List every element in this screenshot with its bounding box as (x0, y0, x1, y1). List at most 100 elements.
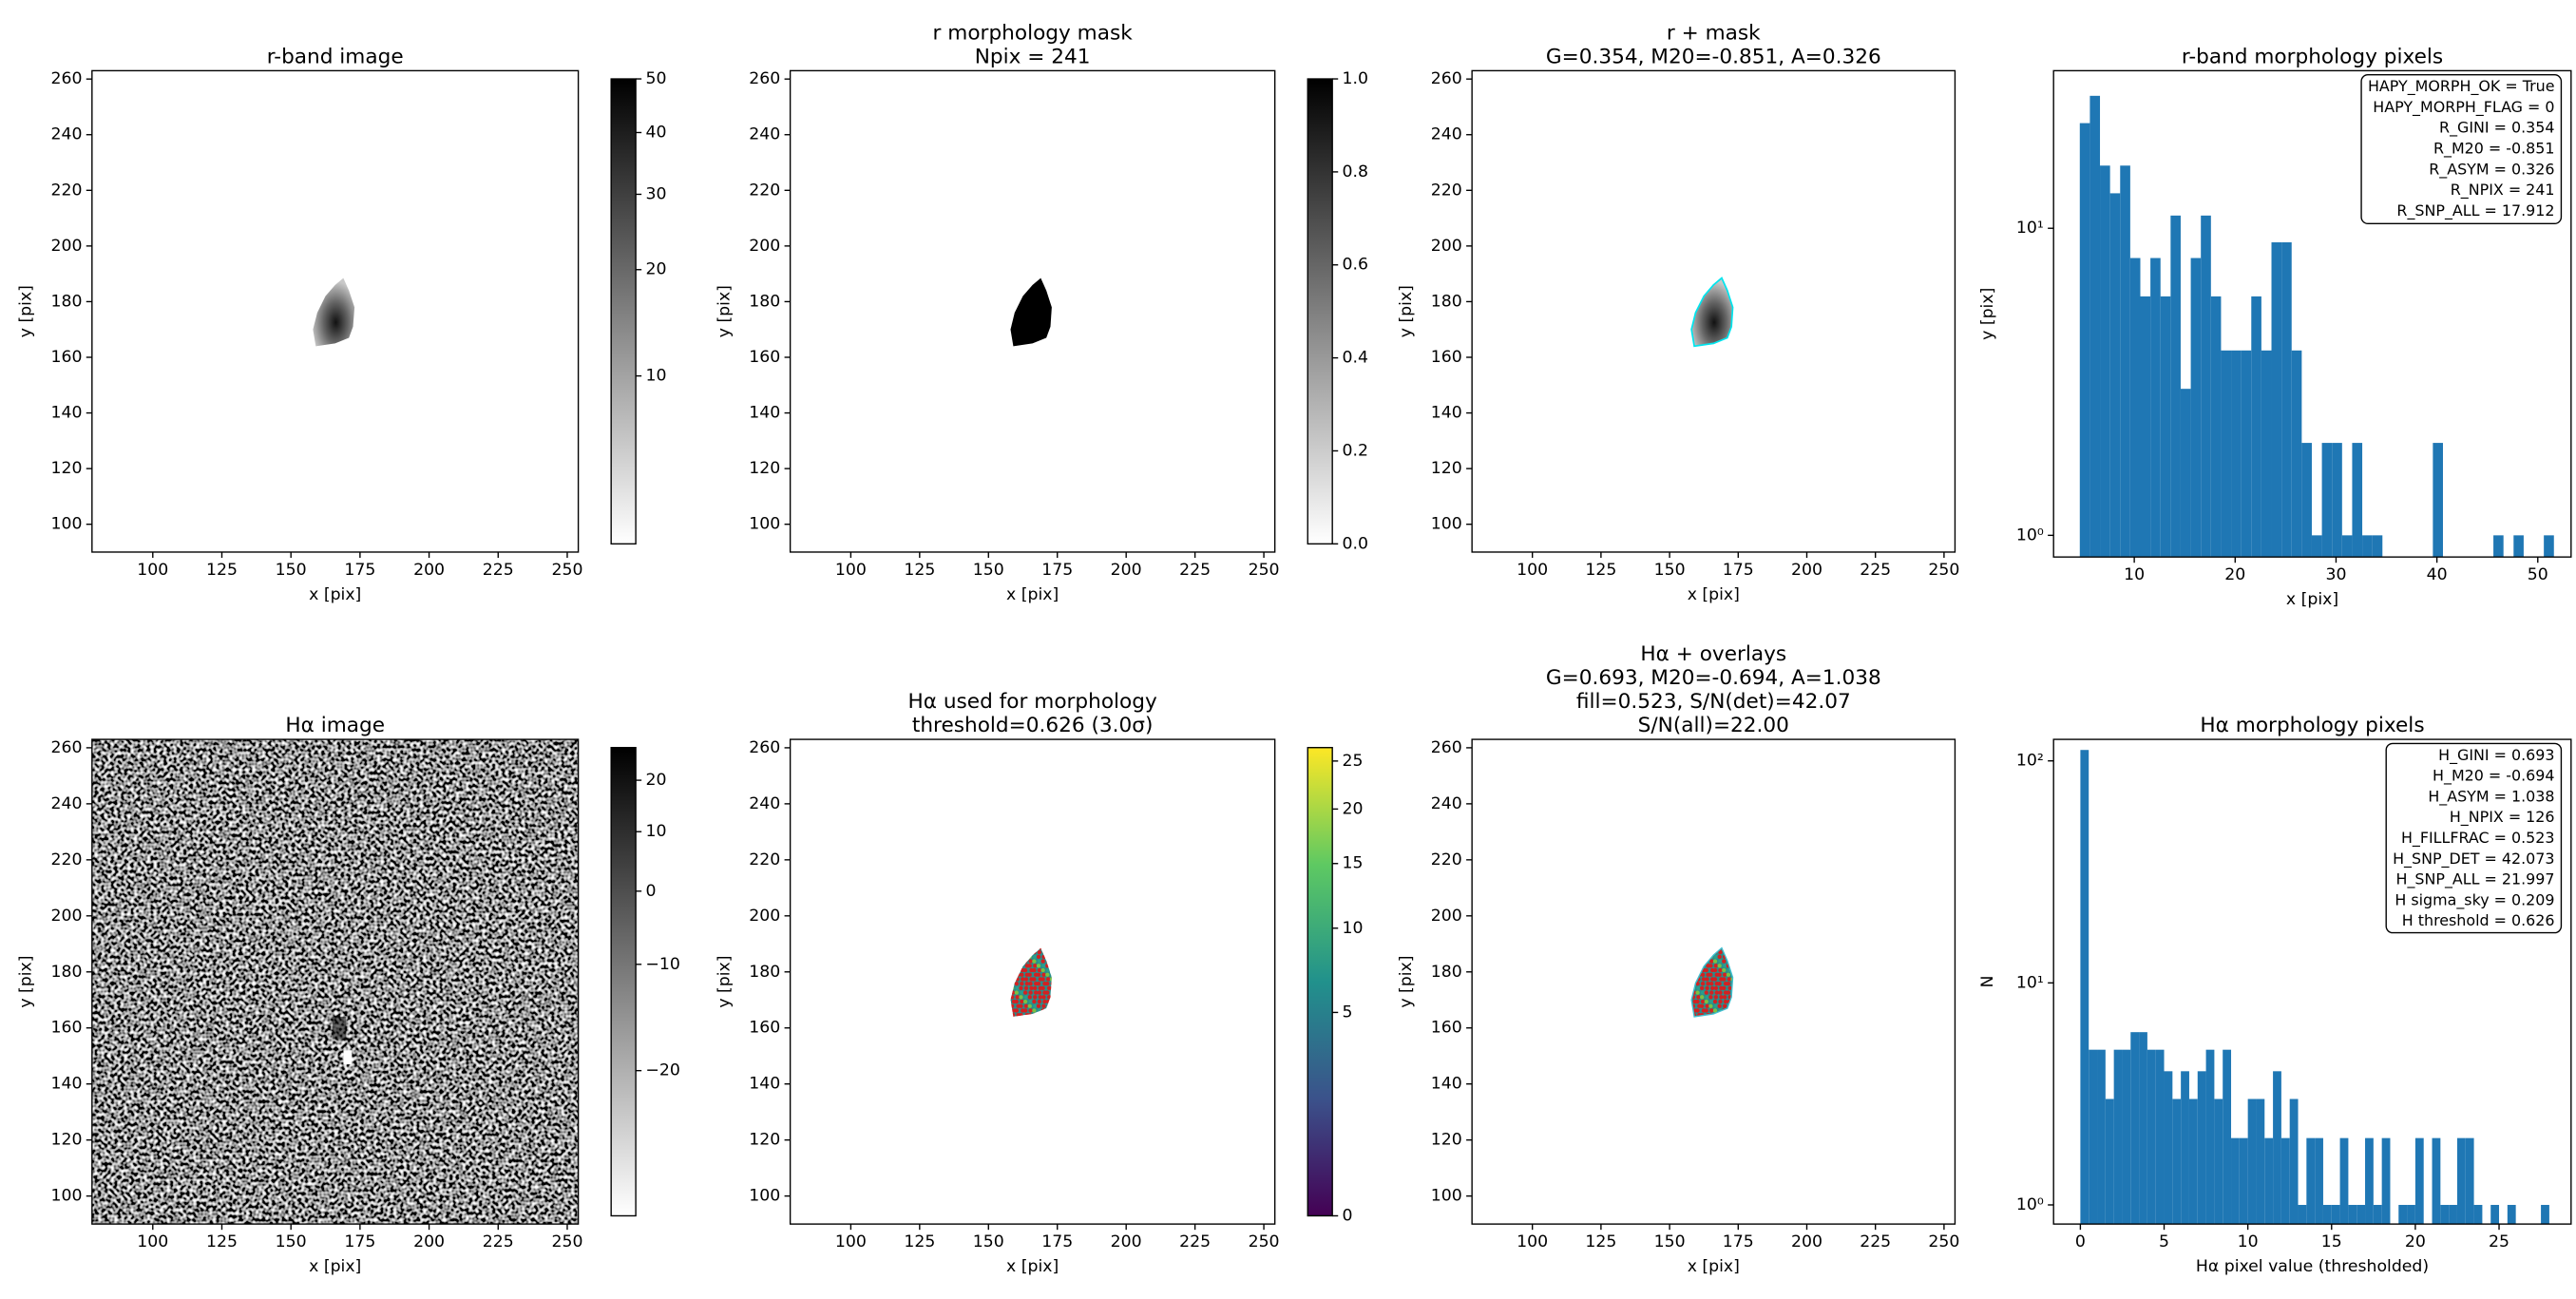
chart-title: r morphology mask (933, 21, 1134, 45)
y-tick-label: 180 (50, 963, 82, 982)
pixel-marker (1010, 1003, 1015, 1008)
pixel-marker (1049, 947, 1052, 950)
annotation-line: H sigma_sky = 0.209 (2395, 890, 2554, 909)
pixel-marker (1022, 990, 1028, 995)
pixel-marker (1056, 995, 1059, 999)
pixel-marker (1011, 959, 1017, 964)
y-tick-label: 160 (50, 1019, 82, 1038)
bar (2231, 350, 2242, 558)
y-tick-label: 240 (749, 794, 780, 813)
x-tick-label: 150 (1654, 561, 1686, 580)
pixel-marker (1050, 1013, 1052, 1017)
x-tick-label: 250 (1249, 1232, 1280, 1251)
pixel-marker (1028, 959, 1033, 964)
pixel-marker (1730, 1018, 1734, 1022)
pixel-marker (1020, 972, 1024, 977)
y-tick-label: 220 (749, 181, 780, 200)
pixel-marker (1722, 947, 1727, 950)
bar (2140, 296, 2151, 558)
pixel-marker (1036, 972, 1041, 977)
y-tick-label: 10² (2016, 752, 2044, 771)
pixel-marker (1717, 964, 1722, 968)
pixel-marker (1010, 995, 1012, 1000)
chart-title: Hα + overlays (1640, 642, 1786, 666)
x-tick-label: 40 (2427, 565, 2448, 584)
pixel-marker (1036, 981, 1041, 986)
annotation-line: R_NPIX = 241 (2451, 181, 2555, 200)
pixel-marker (1046, 959, 1051, 964)
pixel-marker (1028, 999, 1033, 1004)
axes-frame (1471, 738, 1956, 1225)
pixel-marker (1712, 1008, 1718, 1013)
pixel-marker (1736, 1018, 1740, 1022)
pixel-marker (1695, 1008, 1700, 1013)
x-axis-label: x [pix] (1688, 1257, 1740, 1276)
axes-frame (1471, 69, 1956, 553)
pixel-marker (1033, 990, 1039, 995)
x-tick-label: 150 (276, 561, 307, 580)
pixel-marker (1722, 995, 1727, 1000)
pixel-marker (1041, 1013, 1046, 1017)
colorbar-tick-label: 10 (1343, 919, 1364, 938)
pixel-marker (1737, 1004, 1741, 1008)
y-tick-label: 260 (50, 69, 82, 88)
pixel-marker (1705, 995, 1709, 1000)
x-tick-label: 125 (904, 1232, 935, 1251)
y-tick-label: 220 (1431, 850, 1462, 869)
pixel-marker (1695, 949, 1700, 955)
pixel-marker (1050, 954, 1052, 960)
pixel-marker (1021, 977, 1025, 982)
pixel-marker (1727, 949, 1731, 955)
pixel-marker (1705, 954, 1709, 960)
y-tick-label: 100 (1431, 515, 1462, 534)
y-tick-label: 200 (50, 907, 82, 926)
bar (2079, 123, 2090, 558)
pixel-marker (1708, 995, 1713, 1000)
pixel-marker (1695, 999, 1700, 1004)
pixel-marker (1696, 947, 1701, 950)
x-tick-label: 150 (1654, 1232, 1686, 1251)
pixel-marker (1704, 1008, 1708, 1013)
y-tick-label: 100 (1431, 1187, 1462, 1206)
pixel-marker (1717, 981, 1722, 986)
pixel-marker (1045, 1013, 1050, 1017)
y-tick-label: 10⁰ (2016, 525, 2044, 544)
y-tick-label: 180 (50, 292, 82, 311)
pixel-marker (1737, 1013, 1741, 1017)
pixel-marker (1005, 982, 1009, 985)
pixel-marker (1731, 964, 1733, 968)
pixel-marker (1727, 977, 1731, 982)
pixel-marker (1701, 977, 1707, 982)
bar (2129, 258, 2141, 558)
pixel-marker (1027, 1003, 1032, 1008)
pixel-marker (1033, 947, 1038, 950)
y-tick-label: 100 (50, 515, 82, 534)
pixel-marker (1010, 1013, 1012, 1017)
annotation-line: R_GINI = 0.354 (2439, 119, 2554, 138)
chart-title: G=0.693, M20=-0.694, A=1.038 (1546, 666, 1881, 690)
pixel-marker (1708, 1003, 1713, 1008)
pixel-marker (1054, 973, 1058, 977)
pixel-marker (1705, 1003, 1709, 1008)
pixel-marker (1023, 977, 1029, 982)
pixel-marker (1005, 1000, 1009, 1003)
y-tick-label: 220 (749, 850, 780, 869)
bar (2247, 1098, 2257, 1225)
pixel-marker (1687, 982, 1690, 985)
y-axis-label: y [pix] (17, 956, 36, 1008)
bar (2201, 215, 2211, 558)
x-tick-label: 225 (483, 1232, 514, 1251)
colorbar-tick-label: 10 (645, 822, 666, 841)
bar (2473, 1204, 2483, 1225)
pixel-marker (1051, 990, 1052, 995)
bar (2544, 535, 2554, 558)
annotation-line: H_NPIX = 126 (2450, 808, 2555, 827)
bar (2449, 1204, 2457, 1225)
pixel-marker (1730, 947, 1733, 950)
panel: 100 125 150 175 200 225 250 100 120 140 160 180 200 2… (715, 21, 1368, 603)
pixel-marker (1041, 954, 1046, 960)
colorbar-tick-label: 25 (1343, 752, 1364, 771)
y-tick-label: 140 (749, 404, 780, 423)
bar (2239, 1137, 2248, 1225)
bar (2190, 258, 2202, 558)
